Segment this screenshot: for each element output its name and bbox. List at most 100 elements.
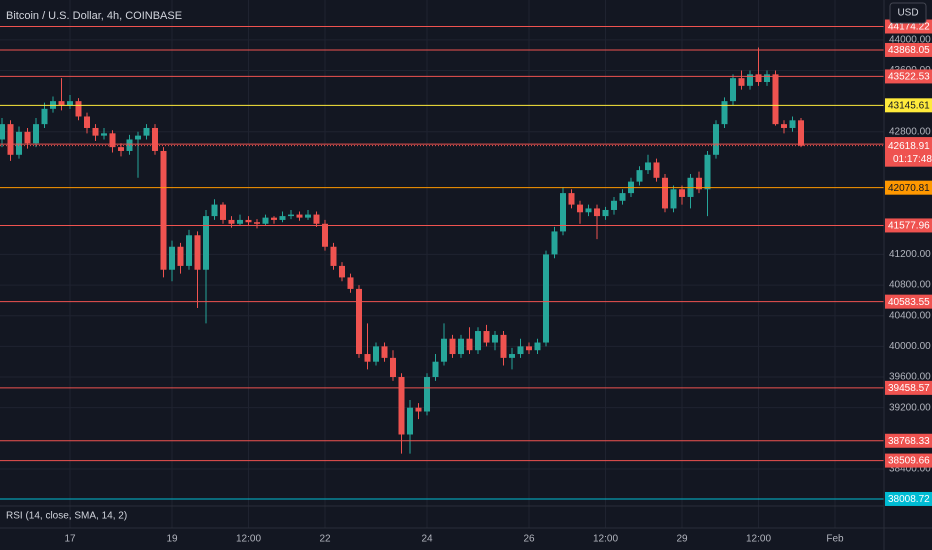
candle-body (203, 216, 209, 270)
candle-body (381, 346, 388, 358)
level-label-bg (885, 218, 932, 233)
candle-body (220, 204, 226, 220)
y-tick-label: 44000.00 (889, 34, 931, 45)
candle-body (109, 133, 116, 148)
candle-body (254, 222, 260, 224)
candle-body (322, 223, 328, 247)
candle-body (41, 108, 48, 125)
plot-area (0, 25, 884, 500)
level-label: 40583.55 (888, 297, 930, 308)
y-tick-label: 39200.00 (889, 402, 931, 413)
candle-body (101, 133, 107, 136)
candle-body (696, 177, 702, 190)
candle-body (398, 377, 405, 435)
candle-body (492, 334, 498, 343)
candle-body (169, 246, 175, 270)
level-label-bg (885, 453, 932, 468)
candle-body (730, 78, 736, 102)
candle-body (118, 147, 124, 151)
candle-body (568, 193, 575, 205)
grid (0, 0, 884, 528)
candle-body (313, 214, 320, 224)
level-label: 43145.61 (888, 100, 930, 111)
candle-body (415, 407, 422, 412)
candle-body (373, 346, 379, 362)
candle-body (679, 189, 685, 197)
candle-body (24, 131, 31, 144)
level-label: 38768.33 (888, 436, 930, 447)
x-tick-label: 24 (421, 534, 433, 545)
candle-body (509, 354, 515, 358)
level-label: 38008.72 (888, 494, 930, 505)
candle-body (152, 127, 158, 151)
x-tick-label: 12:00 (593, 534, 618, 545)
candle-body (772, 74, 779, 125)
last-price-bg (885, 138, 932, 167)
price-axis: 44000.0043600.0042800.0041200.0040800.00… (885, 19, 932, 506)
candle-body (704, 154, 711, 190)
candle-body (135, 135, 141, 140)
candle-body (534, 342, 541, 351)
candle-body (432, 361, 439, 378)
candle-body (500, 334, 507, 358)
y-tick-label: 42800.00 (889, 126, 931, 137)
x-tick-label: 12:00 (236, 534, 261, 545)
candle-body (143, 127, 150, 136)
x-tick-label: 26 (523, 534, 535, 545)
y-tick-label: 39600.00 (889, 372, 931, 383)
level-label-bg (885, 380, 932, 395)
y-tick-label: 40800.00 (889, 280, 931, 291)
candle-body (194, 235, 201, 270)
candle-body (475, 331, 481, 351)
candle-body (577, 204, 583, 213)
currency-button[interactable] (889, 2, 927, 24)
candle-body (228, 219, 235, 224)
level-label-bg (885, 98, 932, 113)
candle-body (177, 246, 184, 266)
candle-body (84, 116, 90, 128)
candle-body (211, 204, 218, 217)
candle-body (16, 131, 22, 155)
candle-body (653, 162, 660, 178)
candle-body (424, 377, 430, 412)
candle-body (390, 357, 396, 378)
candle-body (458, 338, 464, 355)
level-label-bg (885, 42, 932, 57)
candle-body (339, 265, 345, 278)
candle-body (738, 78, 745, 86)
candle-body (721, 101, 728, 125)
candle-body (67, 101, 73, 105)
candle-body (713, 124, 719, 155)
candle-body (262, 217, 269, 224)
candle-body (0, 124, 5, 140)
level-label-bg (885, 491, 932, 506)
candle-body (789, 120, 796, 128)
candle-body (330, 246, 337, 266)
candle-body (662, 177, 668, 209)
indicator-label: RSI (14, close, SMA, 14, 2) (6, 511, 127, 522)
currency-label[interactable]: USD (897, 8, 918, 19)
candle-body (594, 208, 600, 217)
candle-body (526, 346, 532, 351)
candle-body (645, 162, 651, 171)
y-tick-label: 40000.00 (889, 341, 931, 352)
candle-body (407, 407, 413, 435)
candle-body (245, 219, 252, 223)
level-label: 39458.57 (888, 383, 930, 394)
level-label: 43522.53 (888, 72, 930, 83)
x-tick-label: 19 (166, 534, 178, 545)
candle-body (364, 354, 371, 362)
candle-body (271, 217, 277, 220)
candle-body (237, 219, 243, 224)
candle-body (449, 338, 456, 355)
candle-body (92, 127, 99, 136)
candle-body (551, 231, 558, 255)
candle-body (517, 346, 524, 355)
y-tick-label: 40400.00 (889, 310, 931, 321)
candle-body (798, 120, 804, 146)
x-tick-label: 29 (676, 534, 688, 545)
candle-body (781, 124, 787, 128)
level-label-bg (885, 294, 932, 309)
